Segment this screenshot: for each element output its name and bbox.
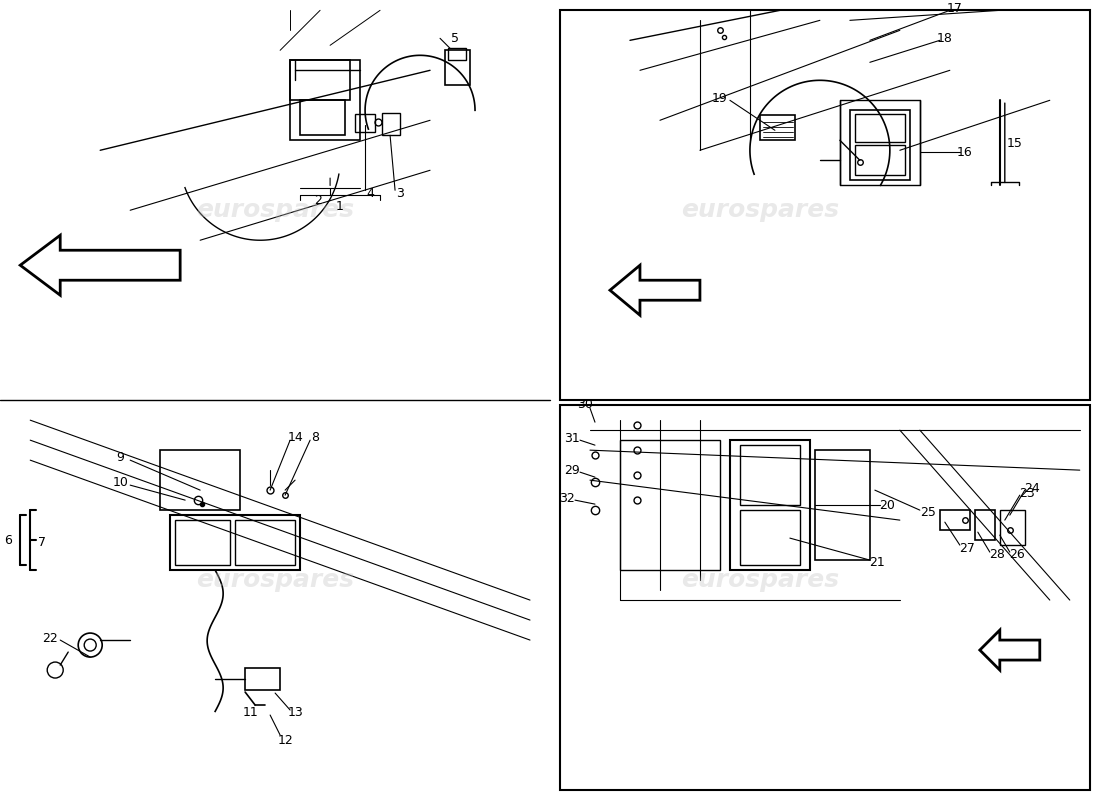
Text: 24: 24 [1024, 482, 1040, 494]
Text: 31: 31 [564, 432, 580, 445]
Bar [815, 450, 870, 560]
Text: 3: 3 [396, 186, 404, 200]
Text: 18: 18 [937, 32, 953, 45]
Text: eurospares: eurospares [681, 568, 839, 592]
Bar [448, 48, 466, 60]
Text: 12: 12 [277, 734, 293, 746]
Bar [245, 668, 280, 690]
Text: 27: 27 [959, 542, 975, 554]
Bar [161, 450, 240, 510]
Text: eurospares: eurospares [196, 568, 354, 592]
Text: 30: 30 [578, 398, 593, 410]
Text: 6: 6 [4, 534, 12, 546]
Bar [855, 146, 905, 175]
Text: 19: 19 [712, 92, 728, 105]
Text: 20: 20 [879, 498, 894, 512]
Bar [740, 510, 800, 565]
Text: eurospares: eurospares [196, 198, 354, 222]
Text: 5: 5 [451, 32, 459, 45]
Bar [235, 520, 295, 565]
Bar [560, 405, 1090, 790]
Bar [939, 510, 970, 530]
Text: 11: 11 [242, 706, 258, 718]
Text: 22: 22 [42, 631, 58, 645]
Text: 16: 16 [957, 146, 972, 158]
Bar [620, 440, 719, 570]
Bar [300, 100, 345, 135]
Bar [175, 520, 230, 565]
Text: 8: 8 [311, 430, 319, 444]
Text: 15: 15 [1006, 137, 1023, 150]
Bar [760, 115, 795, 140]
Bar [850, 110, 910, 180]
Bar [1000, 510, 1025, 545]
Bar [290, 60, 360, 140]
Text: 23: 23 [1019, 486, 1035, 500]
Text: 14: 14 [287, 430, 303, 444]
Text: 4: 4 [366, 186, 374, 200]
Bar [170, 515, 300, 570]
Bar [975, 510, 994, 540]
Bar [855, 114, 905, 142]
Text: eurospares: eurospares [681, 198, 839, 222]
Bar [290, 60, 350, 100]
Text: 25: 25 [920, 506, 936, 518]
Bar [840, 100, 920, 186]
Text: 10: 10 [112, 476, 128, 489]
Text: 29: 29 [564, 464, 580, 477]
Bar [740, 445, 800, 505]
Text: 28: 28 [989, 548, 1004, 561]
Text: 26: 26 [1009, 548, 1025, 561]
Text: 17: 17 [947, 2, 962, 15]
Bar [560, 10, 1090, 400]
Text: 13: 13 [287, 706, 303, 718]
Text: 1: 1 [337, 200, 344, 213]
Text: 21: 21 [869, 556, 884, 569]
Text: 9: 9 [117, 450, 124, 464]
Text: 32: 32 [559, 492, 575, 505]
Bar [446, 50, 470, 86]
Text: 2: 2 [315, 194, 322, 206]
Bar [730, 440, 810, 570]
Bar [382, 114, 400, 135]
Bar [355, 114, 375, 132]
Text: 7: 7 [39, 536, 46, 549]
